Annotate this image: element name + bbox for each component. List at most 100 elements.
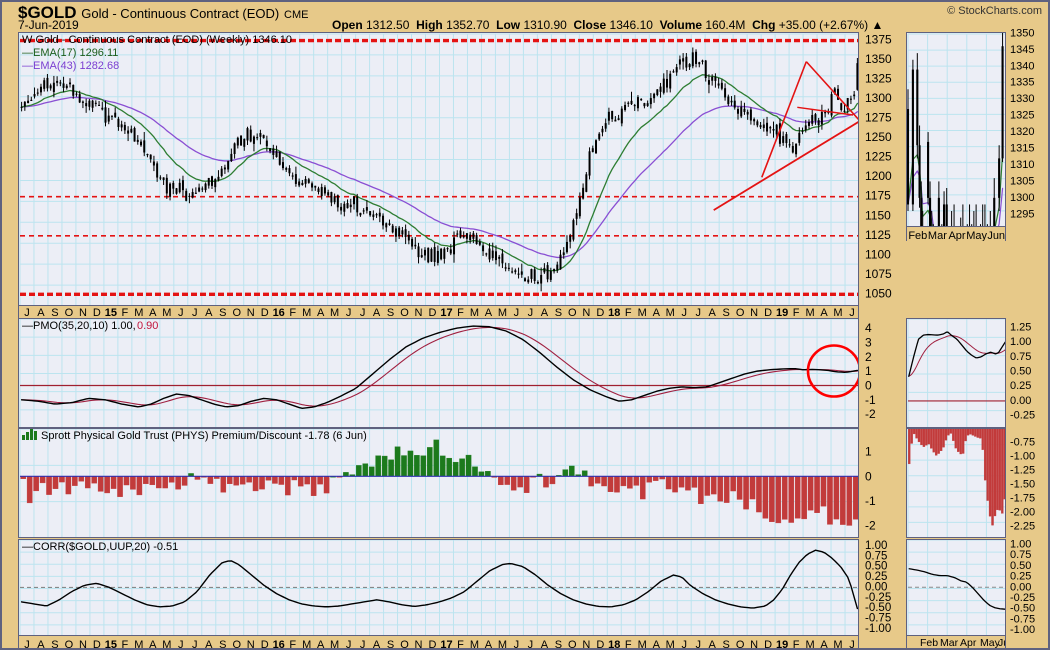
svg-text:J: J [24,307,30,318]
svg-text:J: J [681,639,687,650]
svg-text:M: M [134,307,143,318]
svg-text:-1.75: -1.75 [1010,492,1035,504]
svg-text:-1.25: -1.25 [1010,464,1035,476]
svg-text:S: S [722,639,729,650]
svg-text:M: M [330,639,339,650]
svg-text:S: S [51,639,58,650]
svg-text:F: F [289,307,296,318]
svg-text:J: J [178,307,184,318]
svg-text:19: 19 [776,307,788,318]
svg-text:J: J [24,639,30,650]
svg-text:J: J [192,639,198,650]
svg-text:-1.50: -1.50 [1010,478,1035,490]
svg-text:-1.00: -1.00 [1010,451,1035,463]
svg-text:O: O [568,639,577,650]
svg-text:S: S [555,307,562,318]
svg-text:D: D [596,307,604,318]
svg-text:J: J [695,639,701,650]
svg-text:—CORR($GOLD,UUP,20) -0.51: —CORR($GOLD,UUP,20) -0.51 [22,541,178,553]
svg-text:1320: 1320 [1010,126,1034,138]
svg-text:-0.50: -0.50 [865,602,891,614]
svg-text:A: A [820,307,828,318]
svg-text:J: J [514,307,520,318]
svg-text:A: A [317,639,325,650]
svg-text:A: A [653,639,661,650]
svg-text:1075: 1075 [865,267,892,281]
svg-text:1350: 1350 [865,52,892,66]
svg-text:16: 16 [273,307,285,318]
svg-text:1335: 1335 [1010,77,1034,89]
svg-text:-0.50: -0.50 [1010,603,1035,615]
svg-text:W Gold - Continuous Contract (: W Gold - Continuous Contract (EOD) (Week… [22,34,292,46]
svg-text:S: S [387,639,394,650]
svg-text:1340: 1340 [1010,60,1034,72]
svg-text:M: M [666,639,675,650]
svg-text:F: F [625,307,632,318]
svg-text:1325: 1325 [865,72,892,86]
svg-text:1.00: 1.00 [1010,538,1031,550]
svg-text:1175: 1175 [865,189,891,203]
svg-text:Apr: Apr [948,230,965,241]
svg-text:—EMA(43) 1282.68: —EMA(43) 1282.68 [22,60,119,72]
svg-text:1345: 1345 [1010,44,1034,56]
svg-text:0.75: 0.75 [1010,351,1031,363]
svg-text:1325: 1325 [1010,110,1034,122]
svg-text:-0.75: -0.75 [1010,613,1035,625]
svg-text:3: 3 [865,336,872,350]
svg-text:1150: 1150 [865,208,891,222]
svg-text:-1.00: -1.00 [865,623,891,635]
svg-text:1315: 1315 [1010,143,1034,155]
svg-text:-0.25: -0.25 [1010,410,1035,422]
svg-text:J: J [360,307,366,318]
svg-text:J: J [514,639,520,650]
svg-text:D: D [261,639,269,650]
svg-text:J: J [178,639,184,650]
svg-text:A: A [205,639,213,650]
svg-text:F: F [122,307,129,318]
svg-text:A: A [541,639,549,650]
svg-text:May: May [966,230,987,241]
svg-text:0.75: 0.75 [1010,549,1031,561]
svg-text:A: A [205,307,213,318]
svg-text:S: S [219,639,226,650]
svg-text:M: M [162,639,171,650]
svg-text:1200: 1200 [865,169,892,183]
svg-text:A: A [820,639,828,650]
svg-text:S: S [51,307,58,318]
svg-text:0.00: 0.00 [1010,581,1031,593]
svg-text:D: D [429,639,437,650]
svg-text:M: M [470,639,479,650]
svg-text:A: A [485,307,493,318]
svg-text:D: D [764,639,772,650]
svg-text:-1.00: -1.00 [1010,624,1035,636]
svg-text:1250: 1250 [865,130,892,144]
svg-text:1: 1 [865,445,872,459]
svg-text:17: 17 [440,307,452,318]
svg-text:1225: 1225 [865,150,892,164]
svg-text:F: F [793,639,800,650]
svg-text:15: 15 [105,307,117,318]
svg-text:-1: -1 [865,494,876,508]
svg-text:D: D [764,307,772,318]
svg-text:0.50: 0.50 [865,561,887,573]
svg-text:J: J [695,307,701,318]
svg-text:-0.25: -0.25 [1010,592,1035,604]
svg-text:-2.25: -2.25 [1010,520,1035,532]
svg-text:M: M [638,307,647,318]
svg-text:M: M [162,307,171,318]
svg-text:S: S [219,307,226,318]
svg-text:F: F [457,639,464,650]
svg-text:4: 4 [865,321,872,335]
svg-text:0.25: 0.25 [1010,380,1031,392]
svg-text:-0.25: -0.25 [865,592,891,604]
svg-text:O: O [65,307,74,318]
svg-text:J: J [681,307,687,318]
svg-text:M: M [805,639,814,650]
svg-text:F: F [457,307,464,318]
svg-text:1310: 1310 [1010,159,1034,171]
svg-text:N: N [247,639,255,650]
svg-text:D: D [93,307,101,318]
svg-text:F: F [289,639,296,650]
svg-text:1300: 1300 [865,91,892,105]
svg-text:0.25: 0.25 [1010,571,1031,583]
